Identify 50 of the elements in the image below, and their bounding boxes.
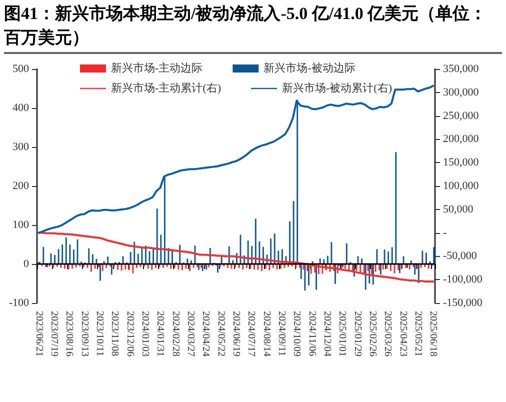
y2-tick-label: 200,000: [443, 133, 480, 146]
x-tick-label: 2025/06/18: [428, 311, 439, 357]
y-tick-label: 400: [12, 102, 30, 114]
y2-tick-label: -150,000: [443, 297, 483, 309]
y-tick-label: 0: [24, 258, 30, 270]
x-tick-label: 2023/10/11: [94, 311, 106, 356]
x-tick-label: 2024/02/28: [170, 311, 181, 357]
x-tick-label: 2025/02/26: [366, 311, 378, 357]
y2-tick-label: -100,000: [443, 274, 483, 286]
x-tick-label: 2024/04/24: [200, 311, 212, 357]
y2-tick-label: 350,000: [443, 63, 480, 75]
x-tick-label: 2023/06/21: [33, 311, 44, 357]
y2-tick-label: 100,000: [443, 180, 480, 192]
x-tick-label: 2024/06/19: [230, 311, 242, 357]
y2-tick-label: 300,000: [443, 86, 480, 98]
x-tick-label: 2024/08/14: [260, 311, 272, 357]
x-tick-label: 2024/09/11: [276, 311, 287, 356]
x-tick-label: 2025/01/29: [352, 311, 363, 357]
legend-label: 新兴市场-主动边际: [111, 62, 203, 74]
x-tick-label: 2023/08/16: [64, 311, 75, 357]
y-tick-label: -100: [8, 297, 30, 309]
y2-tick-label: -50,000: [443, 250, 478, 262]
y2-tick-label: -: [443, 226, 447, 239]
x-tick-label: 2025/01/01: [336, 311, 348, 357]
x-tick-label: 2024/05/22: [215, 311, 226, 357]
y-tick-label: 100: [12, 219, 30, 231]
legend-label: 新兴市场-主动累计(右): [111, 82, 222, 94]
x-tick-label: 2024/12/04: [321, 311, 332, 357]
y-tick-label: 200: [12, 180, 30, 192]
legend-label: 新兴市场-被动边际: [264, 62, 356, 74]
y2-tick-label: 50,000: [443, 203, 474, 216]
x-tick-label: 2025/05/21: [412, 311, 424, 357]
y2-tick-label: 150,000: [443, 156, 480, 169]
x-tick-label: 2023/09/13: [78, 311, 90, 357]
y-tick-label: 500: [12, 63, 30, 75]
x-tick-label: 2024/07/17: [246, 311, 257, 357]
chart-title: 图41：新兴市场本期主动/被动净流入-5.0 亿/41.0 亿美元（单位：百万美元）: [4, 2, 502, 54]
x-tick-label: 2023/07/19: [48, 311, 60, 357]
x-tick-label: 2024/01/03: [140, 311, 151, 357]
x-tick-label: 2023/11/08: [109, 311, 120, 356]
x-tick-label: 2025/04/23: [397, 311, 408, 357]
legend-label: 新兴市场-被动累计(右): [282, 82, 392, 94]
y2-tick-label: 250,000: [443, 110, 480, 122]
x-tick-label: 2024/11/06: [306, 311, 318, 356]
x-tick-label: 2024/10/09: [291, 311, 302, 357]
x-tick-label: 2025/03/26: [382, 311, 394, 357]
y-tick-label: 300: [12, 141, 30, 153]
x-tick-label: 2023/12/06: [124, 311, 136, 357]
x-tick-label: 2024/01/31: [154, 311, 166, 357]
x-tick-label: 2024/03/27: [185, 311, 196, 357]
